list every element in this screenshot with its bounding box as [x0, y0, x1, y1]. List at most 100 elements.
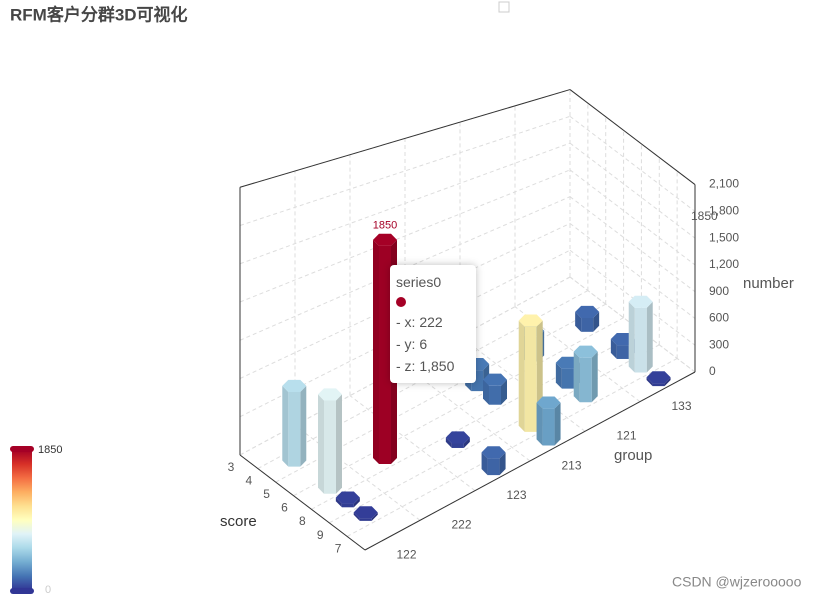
bar-face — [555, 362, 562, 389]
grid-line — [239, 142, 571, 265]
bar-face — [481, 452, 488, 476]
z-tick-label: 2,100 — [709, 177, 739, 191]
bar-face — [575, 311, 582, 332]
bar-face — [591, 351, 598, 403]
bar-face — [593, 311, 600, 332]
bar-face — [646, 377, 653, 387]
bar-face — [536, 402, 543, 446]
y-tick-label: 7 — [335, 541, 342, 555]
z-tick-label: 1,200 — [709, 257, 739, 271]
bar — [646, 371, 671, 387]
grid-line — [569, 196, 696, 293]
bar — [282, 379, 307, 467]
y-tick-label: 6 — [281, 501, 288, 515]
bar — [536, 396, 561, 446]
tooltip-line: - z: 1,850 — [396, 358, 455, 374]
bar-face — [524, 326, 537, 432]
x-axis-name: group — [614, 447, 652, 464]
bar-face — [445, 437, 452, 448]
bar — [483, 373, 507, 405]
y-tick-label: 5 — [263, 487, 270, 501]
bar-face — [373, 239, 379, 465]
y-tick-label: 4 — [245, 474, 252, 488]
bar-face — [610, 339, 617, 359]
visual-map-handle[interactable] — [10, 588, 34, 594]
bar-top — [575, 305, 600, 318]
bar-face — [359, 518, 372, 521]
bar — [575, 305, 600, 332]
grid-line — [569, 249, 696, 346]
bar-face — [371, 512, 378, 521]
bar-face — [463, 437, 470, 448]
z-tick-label: 1,500 — [709, 230, 739, 244]
toolbox-icon[interactable] — [498, 1, 510, 13]
watermark: CSDN @wjzerooooo — [672, 574, 802, 590]
bar — [628, 295, 653, 373]
bar-face — [300, 385, 307, 467]
bar-top — [335, 491, 360, 504]
bar — [335, 491, 360, 508]
bar-face — [634, 307, 647, 373]
bar-top — [282, 379, 307, 392]
grid-line — [569, 142, 696, 239]
bar-top — [536, 396, 561, 409]
visual-map-label: 0 — [45, 584, 51, 596]
grid-line — [239, 115, 571, 226]
bar-top — [481, 446, 506, 459]
bar — [318, 388, 342, 494]
y-tick-label: 3 — [228, 460, 235, 474]
floor-grid-line — [294, 424, 421, 521]
bar-face — [652, 383, 665, 387]
axis-pointer-label: 1850 — [691, 209, 718, 223]
bar-face — [579, 357, 592, 403]
bar-face — [353, 512, 360, 521]
bar-top — [353, 506, 378, 519]
bar-face — [318, 394, 324, 494]
y-tick-label: 9 — [317, 528, 324, 542]
bar-face — [335, 497, 342, 508]
bar-face — [628, 301, 635, 373]
bar-face — [379, 245, 391, 465]
bar-top — [318, 388, 342, 401]
tooltip-title: series0 — [396, 274, 442, 290]
bar-face — [573, 351, 580, 403]
x-tick-label: 123 — [506, 488, 526, 502]
data-label: 1850 — [373, 220, 397, 232]
floor-grid-line — [404, 365, 531, 462]
bar-face — [483, 379, 489, 405]
visual-map-handle[interactable] — [10, 446, 34, 452]
x-tick-label: 222 — [451, 518, 471, 532]
bar-face — [664, 377, 671, 387]
bar-top — [628, 295, 653, 308]
bar-face — [561, 368, 574, 389]
bar-face — [518, 320, 525, 432]
y-tick-label: 8 — [299, 514, 306, 528]
bar-face — [542, 408, 555, 446]
bar — [445, 431, 470, 448]
bar-face — [324, 400, 336, 494]
tooltip: series0 - x: 222 - y: 6 - z: 1,850 — [390, 265, 476, 383]
bar-face — [336, 394, 342, 494]
bar-top — [518, 314, 543, 327]
axis-line — [364, 371, 696, 551]
x-tick-label: 133 — [671, 399, 691, 413]
bar-face — [581, 317, 594, 332]
z-tick-label: 1,800 — [709, 204, 739, 218]
z-tick-label: 900 — [709, 284, 729, 298]
z-tick-label: 0 — [709, 364, 716, 378]
box-edge — [569, 89, 696, 185]
grid-line — [569, 223, 696, 319]
box-edge — [239, 89, 571, 188]
bar-face — [616, 345, 629, 359]
bar-face — [646, 301, 653, 373]
visual-map-label: 1850 — [38, 444, 62, 456]
bar-face — [451, 443, 464, 448]
grid-line — [569, 115, 696, 212]
z-axis-name: number — [743, 275, 794, 292]
grid-line — [569, 169, 696, 266]
chart-title: RFM客户分群3D可视化 — [10, 4, 188, 24]
axis-line — [239, 454, 366, 551]
bar-face — [288, 391, 301, 467]
bar — [573, 345, 598, 403]
